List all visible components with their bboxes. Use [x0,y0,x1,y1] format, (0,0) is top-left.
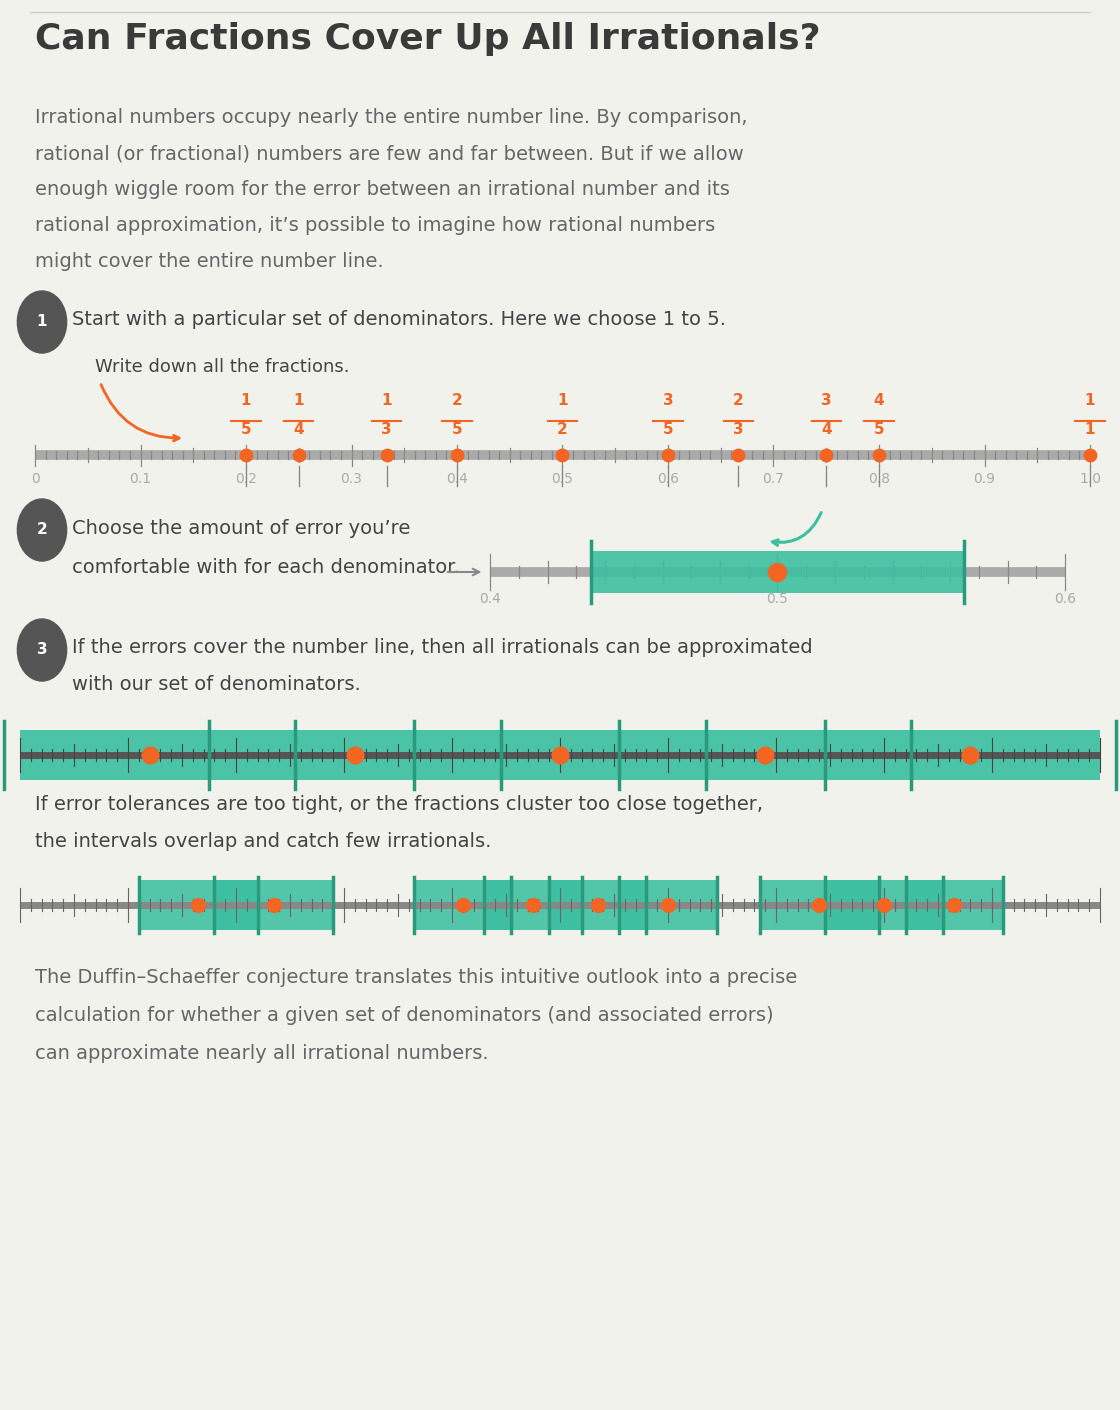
Text: 3: 3 [663,393,673,407]
Bar [759,880,878,931]
Text: Can Fractions Cover Up All Irrationals?: Can Fractions Cover Up All Irrationals? [35,23,821,56]
Text: 5: 5 [874,422,885,437]
Text: 0.6: 0.6 [1054,592,1076,606]
Text: The Duffin–Schaeffer conjecture translates this intuitive outlook into a precise: The Duffin–Schaeffer conjecture translat… [35,969,797,987]
Text: 0.6: 0.6 [657,472,679,486]
Bar [484,880,581,931]
Text: 0.8: 0.8 [868,472,890,486]
Text: 3: 3 [37,643,47,657]
Text: with our set of denominators.: with our set of denominators. [72,675,361,694]
Text: 4: 4 [874,393,885,407]
Text: rational (or fractional) numbers are few and far between. But if we allow: rational (or fractional) numbers are few… [35,144,744,164]
Text: Irrational numbers occupy nearly the entire number line. By comparison,: Irrational numbers occupy nearly the ent… [35,109,747,127]
Text: 5: 5 [451,422,463,437]
Bar [549,880,646,931]
Text: comfortable with for each denominator.: comfortable with for each denominator. [72,558,460,577]
Text: can approximate nearly all irrational numbers.: can approximate nearly all irrational nu… [35,1043,488,1063]
Bar [20,729,1100,780]
Bar [824,880,943,931]
Bar [214,880,333,931]
Text: 5: 5 [241,422,251,437]
Text: 0.1: 0.1 [130,472,151,486]
Text: 1: 1 [1085,422,1095,437]
Text: If the errors cover the number line, then all irrationals can be approximated: If the errors cover the number line, the… [72,637,813,657]
Bar [414,880,512,931]
Text: Choose the amount of error you’re: Choose the amount of error you’re [72,519,410,539]
Bar [619,880,717,931]
Text: Write down all the fractions.: Write down all the fractions. [95,358,349,376]
Text: If error tolerances are too tight, or the fractions cluster too close together,: If error tolerances are too tight, or th… [35,795,763,814]
Text: 1: 1 [558,393,568,407]
Text: calculation for whether a given set of denominators (and associated errors): calculation for whether a given set of d… [35,1005,774,1025]
Text: Start with a particular set of denominators. Here we choose 1 to 5.: Start with a particular set of denominat… [72,310,726,329]
Circle shape [18,619,67,681]
Text: 2: 2 [557,422,568,437]
Text: 5: 5 [663,422,673,437]
Text: 2: 2 [451,393,463,407]
Text: the intervals overlap and catch few irrationals.: the intervals overlap and catch few irra… [35,832,492,852]
Text: 0.4: 0.4 [446,472,468,486]
Text: 0.5: 0.5 [551,472,573,486]
Text: rational approximation, it’s possible to imagine how rational numbers: rational approximation, it’s possible to… [35,216,716,235]
Text: 2: 2 [732,393,744,407]
Circle shape [18,290,67,352]
Bar [590,551,964,594]
Text: 1: 1 [293,393,304,407]
Text: 4: 4 [293,422,304,437]
Text: 0.9: 0.9 [973,472,996,486]
Circle shape [18,499,67,561]
Text: 1.0: 1.0 [1079,472,1101,486]
Text: 0.3: 0.3 [340,472,363,486]
Text: enough wiggle room for the error between an irrational number and its: enough wiggle room for the error between… [35,180,730,199]
Text: 0.7: 0.7 [763,472,784,486]
Text: 2: 2 [37,523,47,537]
Text: 0.4: 0.4 [479,592,501,606]
Text: 3: 3 [734,422,744,437]
Text: 3: 3 [381,422,392,437]
Bar [906,880,1002,931]
Text: 1: 1 [1085,393,1095,407]
Text: might cover the entire number line.: might cover the entire number line. [35,252,384,271]
Text: 1: 1 [37,314,47,330]
Bar [139,880,258,931]
Text: 1: 1 [382,393,392,407]
Text: 1: 1 [241,393,251,407]
Text: 0: 0 [30,472,39,486]
Text: 0.2: 0.2 [235,472,256,486]
Text: 3: 3 [821,393,831,407]
Text: 4: 4 [821,422,831,437]
Text: 0.5: 0.5 [766,592,788,606]
